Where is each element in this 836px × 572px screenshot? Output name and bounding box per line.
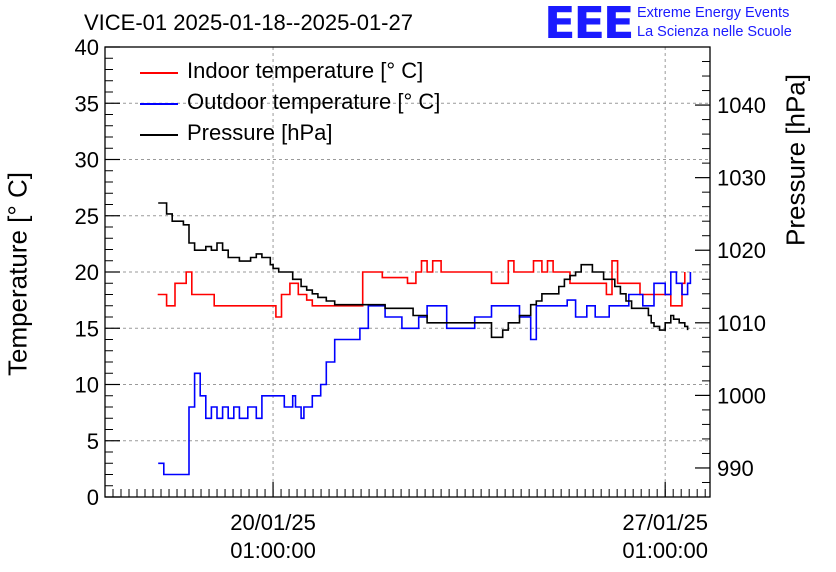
x-tick-time: 01:00:00 [622, 538, 708, 563]
logo-line-2: La Scienza nelle Scuole [637, 24, 792, 40]
left-tick-label: 40 [75, 35, 99, 60]
series-line-1 [158, 271, 692, 476]
left-tick-label: 10 [75, 373, 99, 398]
eee-logo-text: Extreme Energy Events La Scienza nelle S… [637, 4, 792, 42]
x-tick-date: 27/01/25 [622, 510, 708, 535]
left-tick-label: 35 [75, 91, 99, 116]
series-line-0 [157, 260, 686, 318]
legend-label-indoor: Indoor temperature [° C] [187, 58, 424, 83]
left-tick-label: 30 [75, 148, 99, 173]
right-tick-label: 1000 [717, 383, 766, 408]
x-tick-time: 01:00:00 [230, 538, 316, 563]
chart-title: VICE-01 2025-01-18--2025-01-27 [84, 10, 413, 35]
right-tick-label: 990 [717, 456, 754, 481]
right-tick-label: 1040 [717, 93, 766, 118]
right-tick-label: 1030 [717, 166, 766, 191]
logo-line-1: Extreme Energy Events [637, 5, 790, 21]
x-tick-label: 27/01/25 01:00:00 [595, 509, 735, 565]
legend-label-outdoor: Outdoor temperature [° C] [187, 89, 441, 114]
x-tick-date: 20/01/25 [230, 510, 316, 535]
axis-ticks: 0 5 10 15 20 25 30 35 40 990 1000 1010 1020 1030 1040 [75, 35, 766, 510]
legend-label-pressure: Pressure [hPa] [187, 120, 333, 145]
eee-logo: EEE [544, 0, 634, 49]
legend-swatch-indoor [140, 72, 178, 74]
left-tick-label: 20 [75, 260, 99, 285]
grid-lines [105, 47, 710, 497]
right-tick-label: 1010 [717, 311, 766, 336]
right-tick-label: 1020 [717, 238, 766, 263]
left-tick-label: 25 [75, 204, 99, 229]
legend-swatch-outdoor [140, 103, 178, 105]
left-tick-label: 5 [87, 429, 99, 454]
legend-swatch-pressure [140, 134, 178, 136]
left-axis-label: Temperature [° C] [2, 171, 33, 377]
left-tick-label: 0 [87, 485, 99, 510]
x-tick-label: 20/01/25 01:00:00 [203, 509, 343, 565]
right-axis-label: Pressure [hPa] [780, 74, 811, 246]
left-tick-label: 15 [75, 316, 99, 341]
series-line-2 [158, 202, 689, 339]
series-layer [157, 202, 692, 476]
